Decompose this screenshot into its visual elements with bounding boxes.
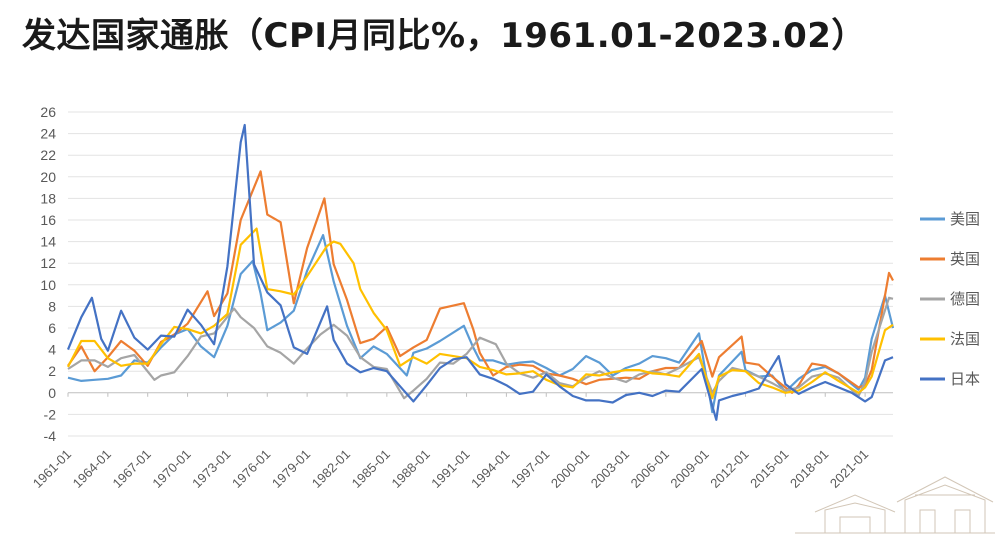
y-tick-label: 8 xyxy=(48,298,56,314)
y-tick-label: 22 xyxy=(40,147,56,163)
legend-label: 日本 xyxy=(950,370,980,388)
series-line-3 xyxy=(67,227,894,400)
x-tick-label: 1973-01 xyxy=(189,447,233,491)
x-tick-label: 1964-01 xyxy=(70,447,114,491)
x-tick-label: 1961-01 xyxy=(30,447,74,491)
x-tick-label: 1991-01 xyxy=(428,447,472,491)
y-tick-label: 12 xyxy=(40,255,56,271)
series-lines xyxy=(66,123,895,421)
y-tick-label: 18 xyxy=(40,190,56,206)
y-tick-label: 4 xyxy=(48,342,56,358)
y-tick-label: 0 xyxy=(48,385,56,401)
x-axis-ticks: 1961-011964-011967-011970-011973-011976-… xyxy=(30,392,871,491)
series-line-0 xyxy=(67,234,895,414)
x-tick-label: 1976-01 xyxy=(229,447,273,491)
legend-label: 法国 xyxy=(950,330,980,348)
y-tick-label: 16 xyxy=(40,212,56,228)
x-tick-label: 1997-01 xyxy=(508,447,552,491)
y-tick-label: 10 xyxy=(40,277,56,293)
series-line-1 xyxy=(67,170,894,394)
x-tick-label: 2006-01 xyxy=(628,447,672,491)
x-tick-label: 1967-01 xyxy=(109,447,153,491)
x-tick-label: 1985-01 xyxy=(349,447,393,491)
series-line-4 xyxy=(66,123,894,421)
y-tick-label: 6 xyxy=(48,320,56,336)
x-tick-label: 2003-01 xyxy=(588,447,632,491)
x-tick-label: 1982-01 xyxy=(309,447,353,491)
y-tick-label: 26 xyxy=(40,104,56,120)
y-tick-label: 24 xyxy=(40,126,56,142)
y-tick-label: -4 xyxy=(44,428,57,444)
x-tick-label: 2009-01 xyxy=(667,447,711,491)
y-tick-label: 2 xyxy=(48,363,56,379)
y-tick-label: 20 xyxy=(40,169,56,185)
x-tick-label: 2000-01 xyxy=(548,447,592,491)
x-tick-label: 2012-01 xyxy=(707,447,751,491)
x-tick-label: 1979-01 xyxy=(269,447,313,491)
legend-label: 英国 xyxy=(950,250,980,268)
decorative-building-illustration xyxy=(795,476,995,534)
legend-label: 美国 xyxy=(950,210,980,228)
x-tick-label: 1994-01 xyxy=(468,447,512,491)
chart-title: 发达国家通胀（CPI月同比%，1961.01-2023.02） xyxy=(22,16,866,56)
x-tick-label: 1970-01 xyxy=(149,447,193,491)
legend-label: 德国 xyxy=(950,290,980,308)
y-tick-label: -2 xyxy=(44,406,57,422)
x-tick-label: 1988-01 xyxy=(388,447,432,491)
gridlines xyxy=(68,111,893,437)
y-tick-label: 14 xyxy=(40,234,56,250)
